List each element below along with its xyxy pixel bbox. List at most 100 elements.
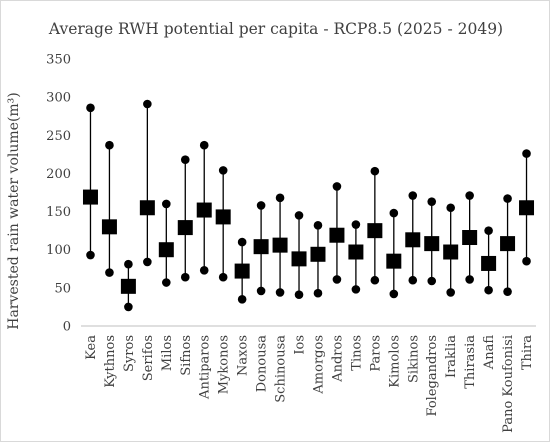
min-marker-0 — [86, 250, 95, 260]
mean-marker-5 — [177, 220, 193, 236]
max-marker-0 — [86, 103, 95, 113]
mean-marker-20 — [462, 230, 478, 246]
max-marker-3 — [143, 99, 152, 109]
max-marker-6 — [199, 140, 209, 150]
mean-marker-14 — [348, 244, 364, 260]
max-marker-12 — [313, 221, 323, 230]
x-tick-label-22: Pano Koufonisi — [501, 335, 516, 433]
min-marker-21 — [484, 285, 493, 295]
x-tick-label-21: Anafi — [482, 335, 497, 371]
x-tick-label-15: Paros — [368, 335, 383, 372]
x-tick-label-5: Sifnos — [179, 335, 194, 376]
x-tick-label-9: Donousa — [255, 335, 270, 392]
y-axis: 0 50 100 150 200 250 300 350 — [46, 53, 71, 335]
y-axis-label: Harvested rain water volume(m³) — [6, 92, 22, 330]
mean-marker-6 — [196, 202, 212, 218]
mean-marker-3 — [139, 200, 155, 216]
mean-marker-7 — [215, 209, 231, 225]
max-marker-5 — [180, 155, 190, 164]
mean-marker-12 — [310, 246, 326, 262]
x-tick-label-8: Naxos — [236, 335, 251, 376]
min-marker-16 — [389, 289, 399, 299]
mean-marker-13 — [329, 227, 345, 243]
max-marker-2 — [124, 259, 133, 269]
max-marker-13 — [332, 182, 342, 191]
chart-title: Average RWH potential per capita - RCP8.… — [48, 20, 503, 38]
min-marker-19 — [446, 288, 455, 297]
max-marker-15 — [370, 166, 380, 176]
min-marker-20 — [465, 275, 474, 284]
min-marker-3 — [143, 257, 152, 267]
min-marker-13 — [332, 275, 342, 284]
x-tick-label-6: Antiparos — [198, 335, 213, 400]
min-marker-12 — [313, 288, 323, 298]
max-marker-18 — [427, 197, 437, 206]
max-marker-4 — [162, 199, 171, 209]
max-marker-14 — [351, 220, 361, 229]
min-marker-2 — [124, 302, 133, 312]
min-marker-18 — [427, 276, 437, 286]
max-marker-11 — [294, 211, 304, 220]
max-marker-1 — [105, 140, 114, 150]
x-tick-label-19: Iraklia — [444, 335, 459, 378]
max-marker-22 — [503, 194, 512, 203]
min-marker-22 — [503, 287, 512, 296]
mean-marker-18 — [424, 236, 440, 252]
mean-marker-10 — [272, 237, 288, 253]
x-tick-label-10: Schinousa — [274, 335, 289, 403]
x-tick-label-23: Thira — [520, 335, 535, 370]
x-tick-label-3: Serifos — [141, 335, 156, 381]
y-tick-label-3: 150 — [46, 205, 71, 220]
x-tick-label-20: Thirasia — [463, 335, 478, 389]
mean-marker-1 — [101, 219, 117, 235]
max-marker-17 — [408, 191, 418, 200]
x-tick-label-11: Ios — [293, 335, 308, 355]
min-marker-11 — [294, 290, 304, 300]
mean-marker-23 — [519, 200, 535, 216]
max-marker-9 — [256, 201, 266, 210]
min-marker-7 — [218, 272, 228, 282]
y-tick-label-0: 0 — [63, 320, 71, 335]
max-marker-8 — [237, 237, 247, 247]
min-marker-15 — [370, 275, 380, 285]
x-tick-label-4: Milos — [160, 335, 175, 371]
x-tick-label-16: Kimolos — [387, 335, 402, 388]
x-tick-label-1: Kythnos — [103, 335, 118, 388]
mean-marker-17 — [405, 232, 421, 248]
min-marker-5 — [180, 272, 190, 282]
max-marker-10 — [275, 193, 285, 203]
mean-marker-16 — [386, 253, 402, 269]
y-tick-label-2: 100 — [46, 243, 71, 258]
mean-marker-4 — [158, 242, 174, 258]
x-tick-label-13: Andros — [330, 335, 345, 383]
y-tick-label-4: 200 — [46, 167, 71, 182]
x-tick-label-14: Tinos — [349, 335, 364, 371]
min-marker-6 — [199, 266, 209, 275]
min-marker-8 — [237, 295, 247, 304]
y-tick-label-6: 300 — [46, 91, 71, 106]
min-marker-1 — [105, 268, 114, 277]
x-tick-label-12: Amorgos — [311, 335, 326, 395]
max-marker-23 — [522, 149, 531, 158]
min-marker-4 — [162, 278, 171, 287]
x-tick-label-17: Sikinos — [406, 335, 421, 383]
x-tick-label-18: Folegandros — [425, 335, 440, 416]
max-marker-19 — [446, 203, 455, 213]
max-marker-20 — [465, 191, 474, 200]
mean-marker-8 — [234, 263, 250, 279]
y-tick-label-1: 50 — [54, 281, 71, 296]
mean-marker-9 — [253, 239, 269, 255]
y-tick-label-5: 250 — [46, 129, 71, 144]
mean-marker-19 — [443, 244, 459, 260]
x-tick-label-0: Kea — [84, 335, 99, 360]
max-marker-16 — [389, 208, 399, 218]
max-marker-7 — [218, 166, 228, 175]
mean-marker-22 — [500, 236, 516, 252]
x-tick-label-2: Syros — [122, 335, 137, 372]
y-tick-label-7: 350 — [46, 53, 71, 68]
x-axis-labels: Kea Kythnos Syros Serifos Milos Sifnos Antipar… — [84, 335, 535, 433]
mean-marker-15 — [367, 223, 383, 239]
min-marker-14 — [351, 285, 361, 294]
